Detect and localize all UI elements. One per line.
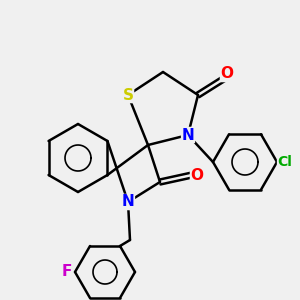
Text: S: S (122, 88, 134, 103)
Text: O: O (190, 167, 203, 182)
Text: F: F (62, 265, 72, 280)
Text: Cl: Cl (278, 155, 292, 169)
Text: N: N (122, 194, 134, 209)
Text: N: N (182, 128, 194, 142)
Text: O: O (220, 67, 233, 82)
